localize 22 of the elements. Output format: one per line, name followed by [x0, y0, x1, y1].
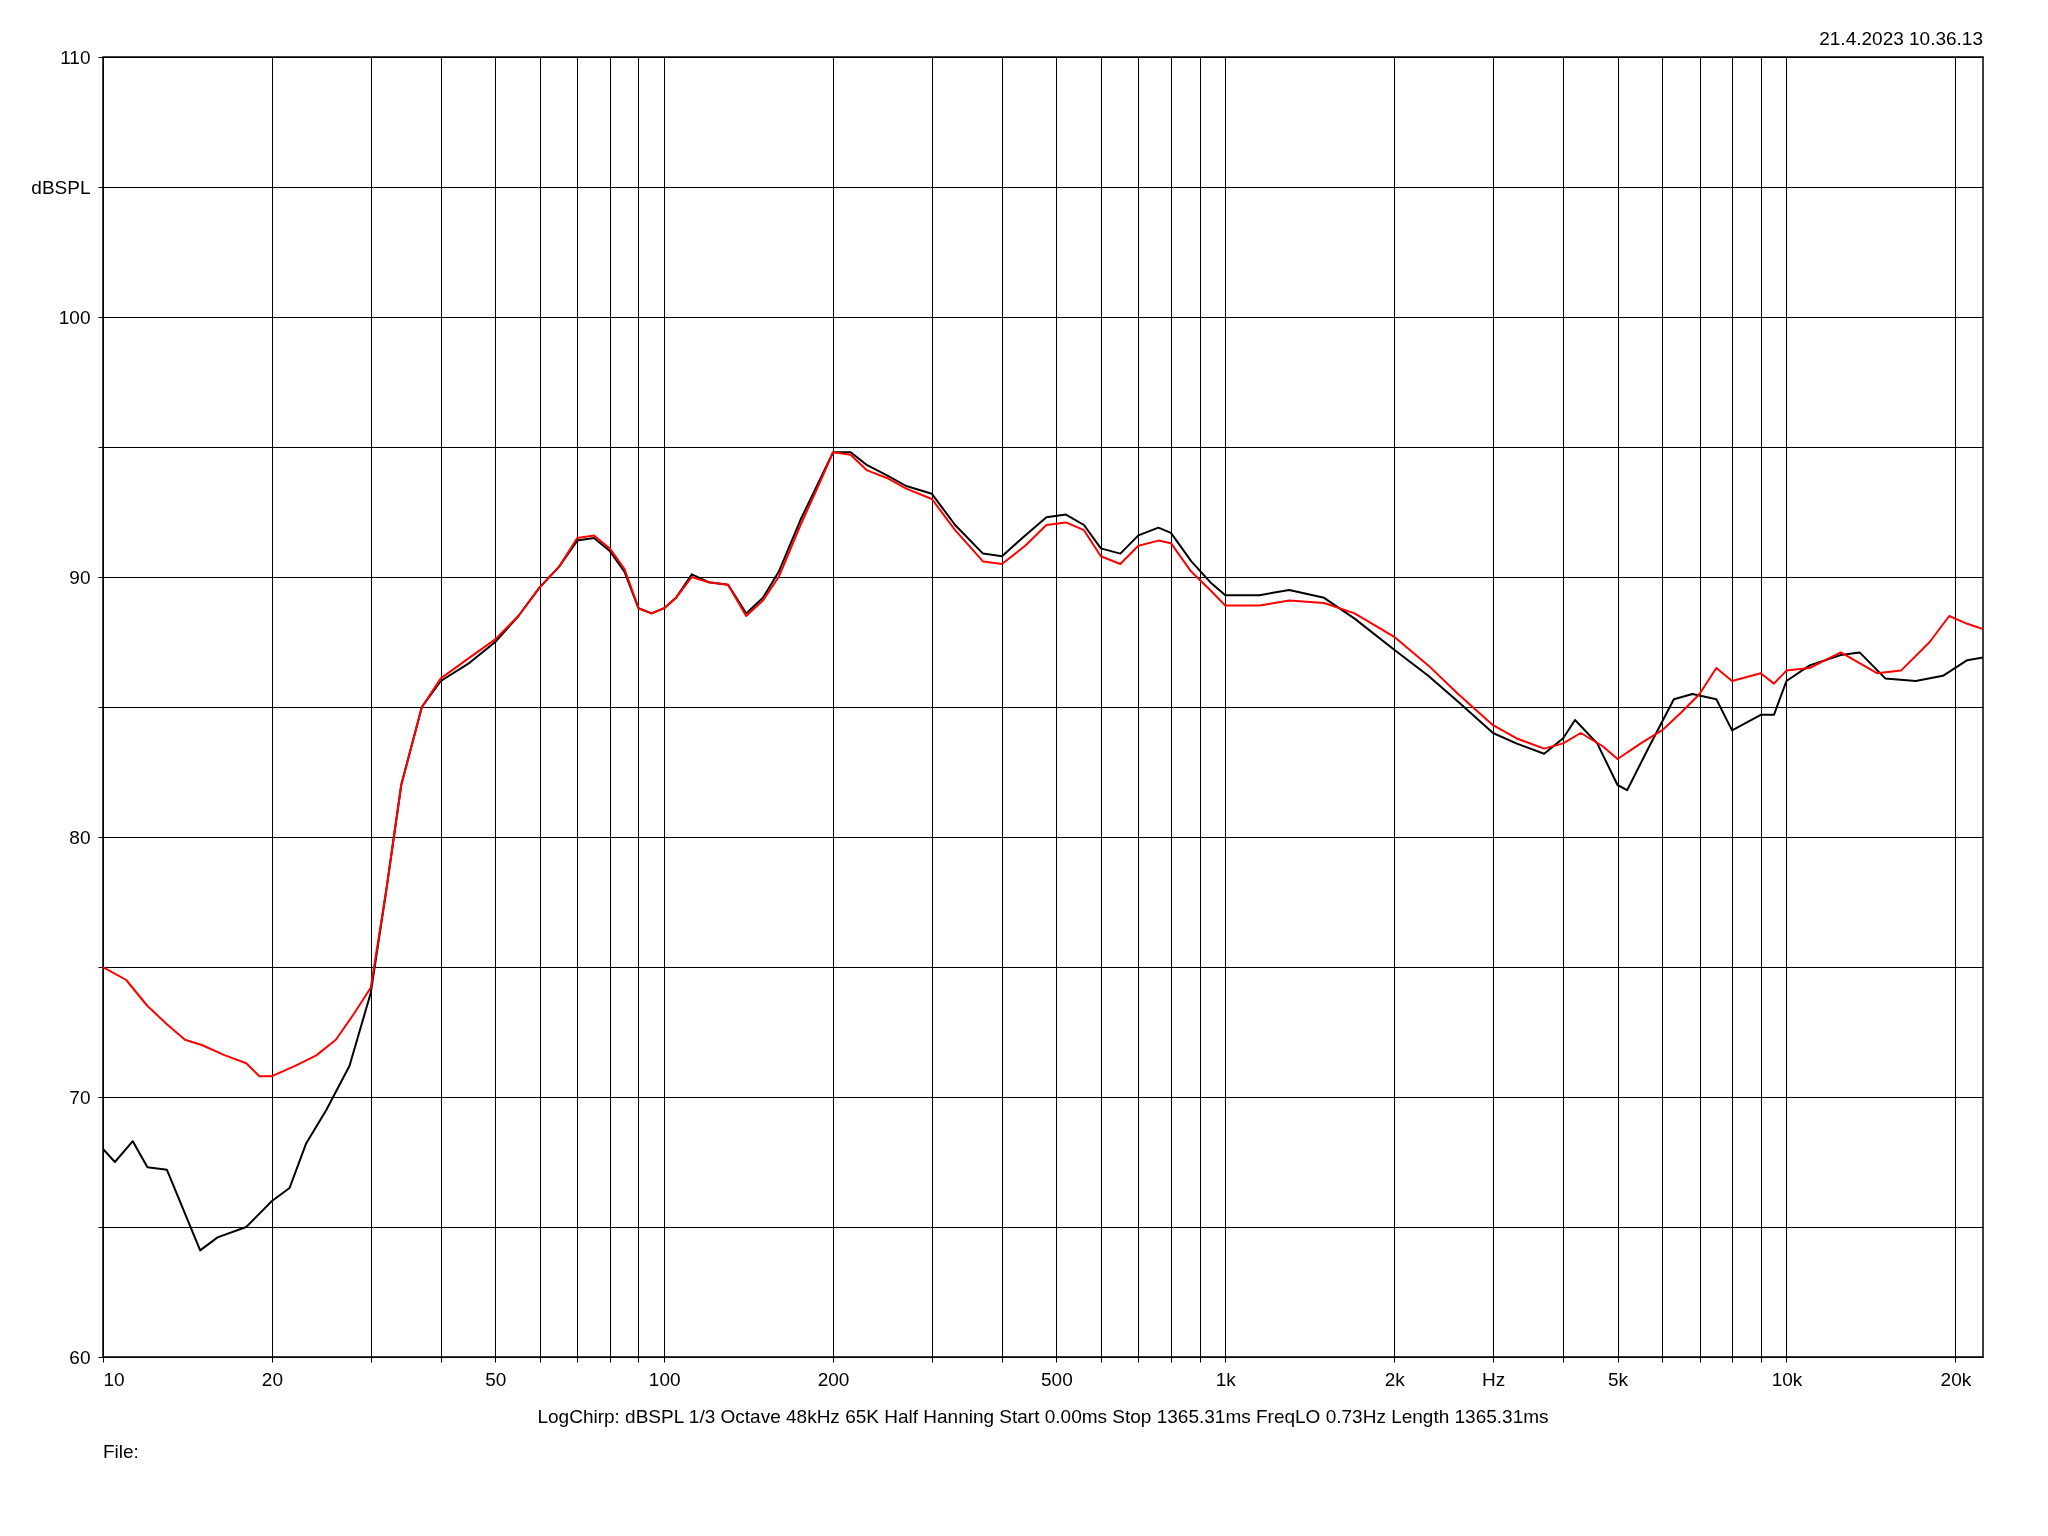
text: LogChirp: dBSPL 1/3 Octave 48kHz 65K Half Hanning Start 0.00ms Stop 1365.31ms FreqLO 0.73Hz Length 1365.31ms: [537, 1406, 1549, 1427]
x-tick-label: 5k: [1607, 1368, 1629, 1390]
y-tick-label: 80: [69, 826, 91, 848]
x-tick-label: 1k: [1215, 1368, 1237, 1390]
y-tick-label: 70: [69, 1086, 91, 1108]
x-tick-label: 10: [103, 1368, 125, 1390]
x-tick-label: 20k: [1940, 1368, 1972, 1390]
x-tick-label: Hz: [1481, 1368, 1506, 1390]
text: 21.4.2023 10.36.13: [1819, 28, 1983, 49]
x-tick-label: 500: [1041, 1368, 1073, 1390]
y-tick-label: 110: [60, 46, 91, 68]
x-tick-label: 200: [817, 1368, 850, 1390]
y-tick-label: 60: [69, 1346, 91, 1368]
text: File:: [103, 1441, 139, 1462]
x-tick-label: 100: [648, 1368, 681, 1390]
x-tick-label: 10k: [1771, 1368, 1803, 1390]
y-tick-label: 90: [69, 566, 91, 588]
x-tick-label: 50: [485, 1368, 507, 1390]
x-tick-label: 20: [261, 1368, 283, 1390]
x-tick-label: 2k: [1384, 1368, 1406, 1390]
y-tick-label: 100: [58, 306, 91, 328]
y-tick-label: dBSPL: [31, 176, 91, 198]
